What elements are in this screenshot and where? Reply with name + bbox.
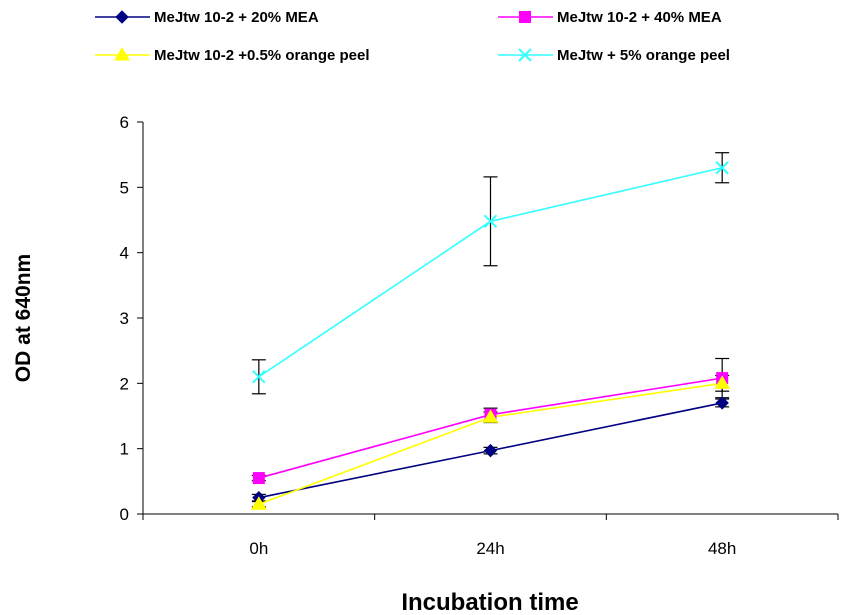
data-point-2 bbox=[252, 472, 265, 485]
data-markers bbox=[250, 161, 731, 510]
data-point-1 bbox=[483, 443, 498, 458]
y-tick-label: 2 bbox=[120, 374, 129, 393]
legend-marker-2 bbox=[519, 11, 531, 23]
y-ticks: 0 1 2 3 4 5 6 bbox=[120, 113, 143, 524]
data-point-4 bbox=[252, 370, 266, 384]
legend-marker-1 bbox=[115, 10, 129, 24]
legend-label-3: MeJtw 10-2 +0.5% orange peel bbox=[154, 47, 370, 64]
x-ticks: 0h 24h 48h bbox=[142, 514, 839, 558]
y-tick-label: 6 bbox=[120, 113, 129, 132]
legend-marker-3 bbox=[114, 47, 130, 61]
y-tick-label: 3 bbox=[120, 309, 129, 328]
legend-marker-4 bbox=[518, 48, 532, 62]
data-point-4 bbox=[483, 214, 498, 229]
y-tick-label: 0 bbox=[120, 505, 129, 524]
data-point-4 bbox=[715, 161, 729, 175]
legend-label-4: MeJtw + 5% orange peel bbox=[557, 47, 730, 64]
data-point-3 bbox=[482, 409, 499, 423]
x-tick-label: 0h bbox=[249, 539, 268, 558]
y-axis-title: OD at 640nm bbox=[12, 254, 35, 382]
x-axis-title: Incubation time bbox=[401, 589, 578, 615]
x-tick-label: 24h bbox=[476, 539, 504, 558]
series-line-3 bbox=[258, 382, 723, 505]
data-point-1 bbox=[715, 396, 729, 410]
data-point-3 bbox=[714, 375, 731, 389]
legend-label-2: MeJtw 10-2 + 40% MEA bbox=[557, 9, 722, 26]
x-tick-label: 48h bbox=[708, 539, 736, 558]
legend-label-1: MeJtw 10-2 + 20% MEA bbox=[154, 9, 319, 26]
data-point-3 bbox=[250, 496, 267, 510]
legend: MeJtw 10-2 + 20% MEA MeJtw 10-2 + 40% MEA… bbox=[95, 9, 730, 64]
y-tick-label: 4 bbox=[120, 244, 129, 263]
y-tick-label: 5 bbox=[120, 178, 129, 197]
y-tick-label: 1 bbox=[120, 440, 129, 459]
